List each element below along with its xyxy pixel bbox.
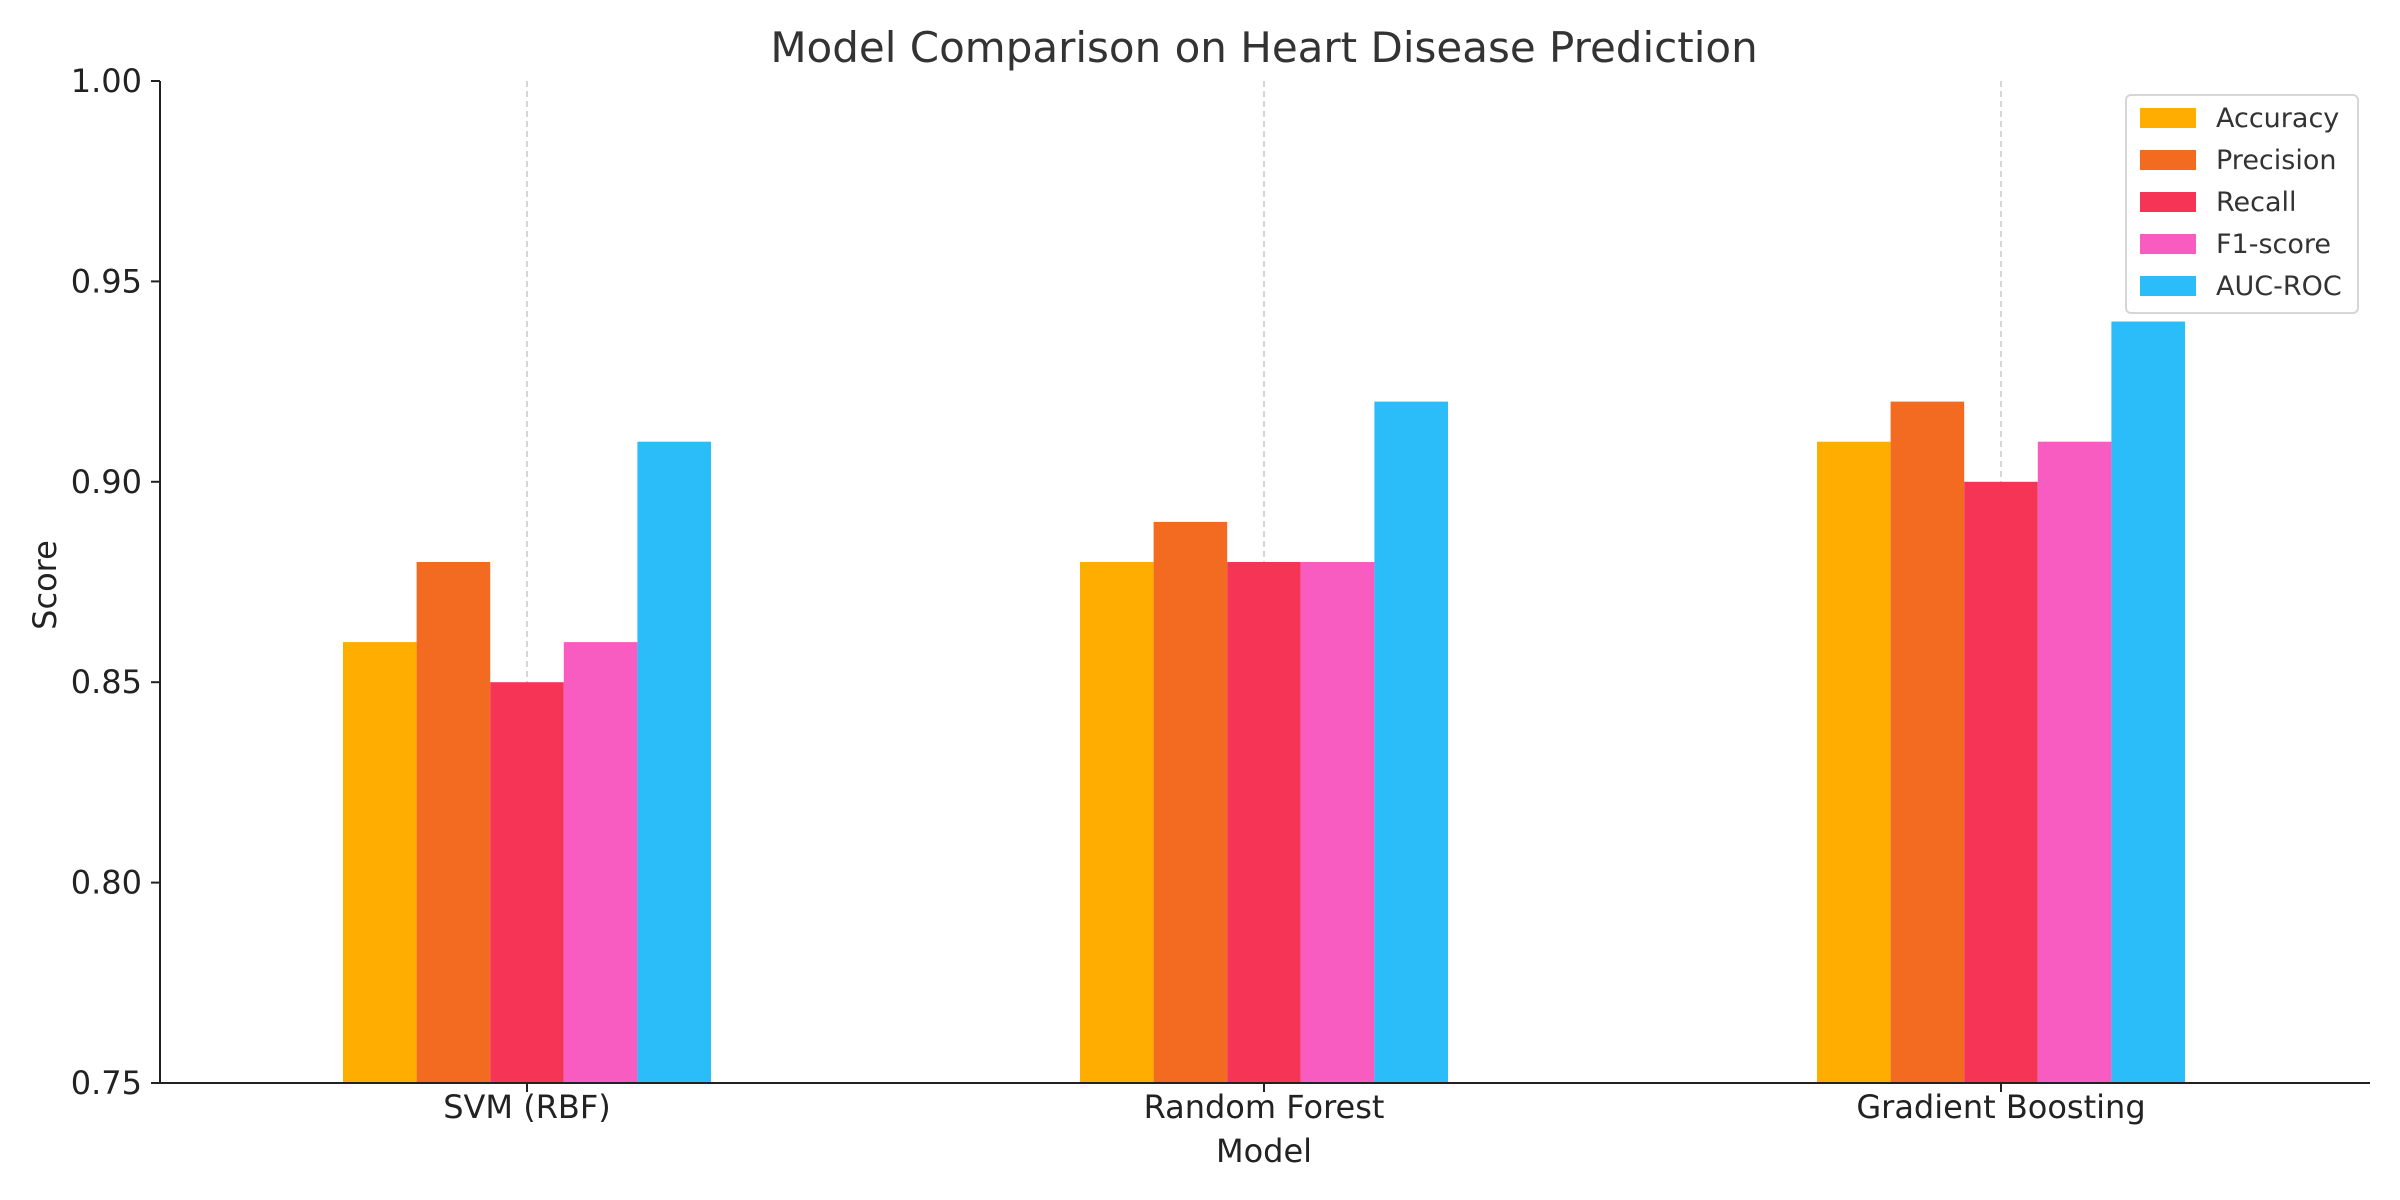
bar [1227, 562, 1301, 1083]
legend-swatch [2140, 150, 2196, 170]
y-ticks: 0.75 0.80 0.85 0.90 0.95 1.00 [71, 62, 160, 1102]
bar [1817, 441, 1891, 1083]
legend-label: Recall [2216, 187, 2297, 218]
bar [1080, 562, 1154, 1083]
legend-label: F1-score [2216, 229, 2331, 260]
bar [490, 682, 564, 1083]
bar [2037, 441, 2112, 1083]
legend-frame [2125, 94, 2359, 314]
legend: Accuracy Precision Recall F1-score AUC-ROC [2125, 94, 2359, 314]
x-tick-label: SVM (RBF) [443, 1088, 611, 1126]
bar [1153, 521, 1228, 1083]
legend-label: AUC-ROC [2216, 271, 2342, 302]
y-tick-label: 0.75 [71, 1064, 142, 1102]
bar [637, 441, 711, 1083]
y-tick-label: 0.80 [71, 864, 142, 902]
y-tick-label: 0.85 [71, 663, 142, 701]
y-tick-label: 0.90 [71, 463, 142, 501]
bar [2111, 321, 2185, 1083]
legend-label: Accuracy [2216, 103, 2339, 134]
bars [343, 321, 2185, 1084]
x-ticks: SVM (RBF) Random Forest Gradient Boosting [443, 1083, 2146, 1126]
x-tick-label: Gradient Boosting [1856, 1088, 2145, 1126]
x-axis-label: Model [1216, 1132, 1312, 1170]
bar [1890, 401, 1965, 1084]
bar [1964, 481, 2038, 1083]
bar [343, 642, 417, 1083]
y-tick-label: 0.95 [71, 262, 142, 300]
legend-label: Precision [2216, 145, 2336, 176]
chart-title: Model Comparison on Heart Disease Predic… [770, 23, 1757, 72]
x-tick-label: Random Forest [1144, 1088, 1385, 1126]
bar [416, 562, 491, 1083]
legend-swatch [2140, 234, 2196, 254]
y-tick-label: 1.00 [71, 62, 142, 100]
legend-swatch [2140, 192, 2196, 212]
bar [1300, 562, 1375, 1083]
bar [1374, 401, 1448, 1084]
y-axis-label: Score [26, 540, 64, 630]
legend-swatch [2140, 108, 2196, 128]
legend-swatch [2140, 276, 2196, 296]
bar [563, 642, 638, 1083]
